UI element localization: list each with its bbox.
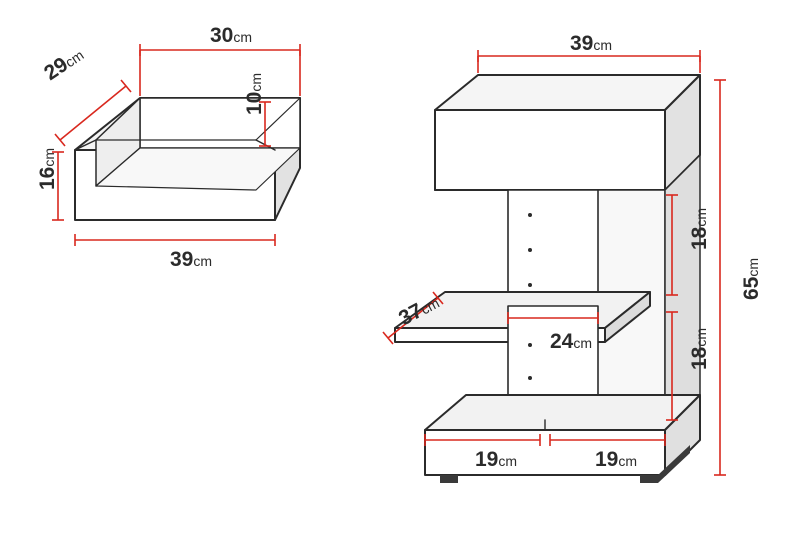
dim-unit: cm: [193, 253, 212, 269]
dim-ns-gap-lower: 18cm: [688, 328, 712, 370]
dim-drawer-inner-h: 10cm: [243, 73, 267, 115]
dim-value: 19: [595, 448, 618, 471]
dim-unit: cm: [41, 148, 57, 167]
dim-drawer-outer-h: 16cm: [36, 148, 60, 190]
dim-value: 18: [688, 227, 711, 250]
dim-ns-total-h: 65cm: [740, 258, 764, 300]
dim-unit: cm: [233, 29, 252, 45]
dim-value: 24: [550, 330, 573, 353]
dim-ns-base-right: 19cm: [595, 448, 637, 472]
dim-value: 39: [170, 248, 193, 271]
dim-value: 16: [36, 167, 59, 190]
diagram-stage: 30cm 29cm 10cm 16cm 39cm 39cm 65cm 18cm …: [0, 0, 800, 533]
dim-value: 39: [570, 32, 593, 55]
dim-unit: cm: [693, 328, 709, 347]
dim-unit: cm: [745, 258, 761, 277]
dim-ns-top-width: 39cm: [570, 32, 612, 56]
dim-unit: cm: [248, 73, 264, 92]
dim-value: 65: [740, 277, 763, 300]
nightstand-svg: [0, 0, 800, 533]
dim-unit: cm: [618, 453, 637, 469]
dim-value: 10: [243, 92, 266, 115]
dim-drawer-top-width: 30cm: [210, 24, 252, 48]
dim-value: 30: [210, 24, 233, 47]
dim-unit: cm: [593, 37, 612, 53]
dim-unit: cm: [498, 453, 517, 469]
dim-ns-pillar-w: 24cm: [550, 330, 592, 354]
dim-unit: cm: [693, 208, 709, 227]
dim-value: 19: [475, 448, 498, 471]
dim-drawer-outer-w: 39cm: [170, 248, 212, 272]
dim-ns-base-left: 19cm: [475, 448, 517, 472]
dim-unit: cm: [573, 335, 592, 351]
dim-ns-gap-upper: 18cm: [688, 208, 712, 250]
dim-value: 18: [688, 347, 711, 370]
